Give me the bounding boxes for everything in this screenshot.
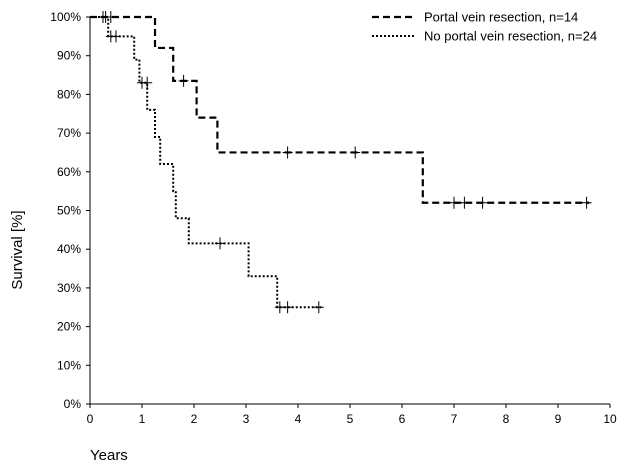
legend: Portal vein resection, n=14 No portal vei… xyxy=(372,10,597,44)
series-line-2 xyxy=(90,17,321,307)
y-tick-label: 100% xyxy=(50,10,81,24)
y-tick-label: 90% xyxy=(57,49,81,63)
x-tick-label: 3 xyxy=(243,412,250,426)
censor-mark xyxy=(142,77,152,89)
x-tick-label: 10 xyxy=(603,412,617,426)
legend-label-1: Portal vein resection, n=14 xyxy=(424,10,578,25)
censor-mark xyxy=(283,301,293,313)
y-tick-label: 0% xyxy=(64,397,82,411)
y-tick-label: 40% xyxy=(57,242,81,256)
censor-mark xyxy=(179,75,189,87)
censor-mark xyxy=(459,197,469,209)
y-tick-label: 60% xyxy=(57,165,81,179)
y-axis-title: Survival [%] xyxy=(9,210,26,289)
series-layer xyxy=(90,11,592,313)
y-tick-label: 20% xyxy=(57,320,81,334)
censor-mark xyxy=(215,237,225,249)
y-tick-label: 70% xyxy=(57,126,81,140)
x-tick-label: 5 xyxy=(347,412,354,426)
x-tick-label: 2 xyxy=(191,412,198,426)
x-tick-label: 1 xyxy=(139,412,146,426)
censor-mark xyxy=(478,197,488,209)
y-tick-label: 10% xyxy=(57,358,81,372)
x-tick-label: 7 xyxy=(451,412,458,426)
axes: 0% 10% 20% 30% 40% 50% 60% 70% 80% 90% 100% 0 1 2 3 4 5 6… xyxy=(50,10,617,426)
legend-label-2: No portal vein resection, n=24 xyxy=(424,29,597,44)
censor-mark xyxy=(350,146,360,158)
series-line-1 xyxy=(90,17,589,203)
censor-mark xyxy=(283,146,293,158)
y-tick-label: 30% xyxy=(57,281,81,295)
x-tick-label: 8 xyxy=(503,412,510,426)
x-tick-label: 9 xyxy=(555,412,562,426)
censor-mark xyxy=(98,11,108,23)
y-tick-label: 50% xyxy=(57,204,81,218)
x-tick-label: 4 xyxy=(295,412,302,426)
censor-mark xyxy=(449,197,459,209)
y-tick-label: 80% xyxy=(57,87,81,101)
y-axis-title-group: Survival [%] xyxy=(9,210,26,289)
x-tick-label: 0 xyxy=(87,412,94,426)
censor-mark xyxy=(582,197,592,209)
censor-mark xyxy=(111,30,121,42)
x-axis-title: Years xyxy=(90,447,128,464)
censor-mark xyxy=(314,301,324,313)
x-tick-label: 6 xyxy=(399,412,406,426)
